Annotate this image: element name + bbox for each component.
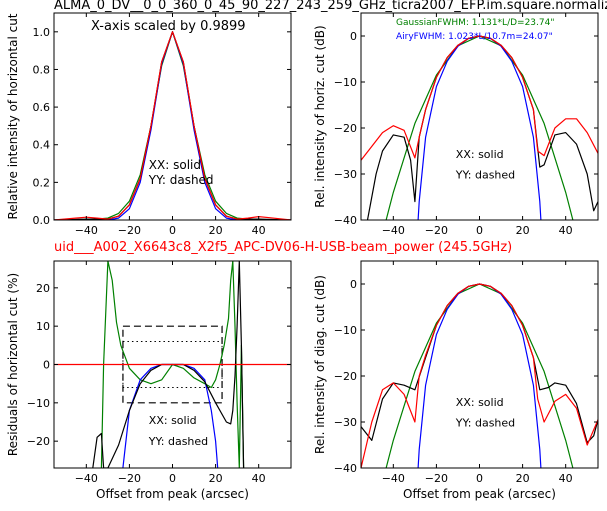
y-axis-label: Rel. intensity of diag. cut (dB) (313, 275, 327, 454)
figure-title-top: ALMA_0_DV__0_0_360_0_45_90_227_243_259_G… (54, 0, 607, 13)
legend-text: XX: solid (149, 158, 201, 172)
y-tick-label: −20 (334, 370, 357, 383)
y-tick-label: −10 (334, 76, 357, 89)
series-line-1 (417, 35, 542, 220)
y-tick-label: 0.2 (33, 176, 51, 189)
x-tick-label: 20 (516, 224, 530, 237)
y-tick-label: −10 (27, 397, 50, 410)
y-tick-label: 0 (350, 278, 357, 291)
legend-text: XX: solid (456, 148, 504, 161)
fit-label: GaussianFWHM: 1.131*L/D=23.74" (396, 18, 554, 28)
panel-top-right: −40 −20 0 20 40 0 −10 −20 −30 −40 Rel. intensity o… (313, 12, 599, 237)
y-tick-label: −30 (334, 416, 357, 429)
y-axis-label: Residuals of horizontal cut (%) (6, 273, 20, 456)
series-line-3 (361, 35, 598, 161)
x-tick-label: 0 (476, 224, 483, 237)
x-tick-label: −20 (425, 224, 448, 237)
series-line-0 (54, 31, 291, 220)
y-tick-label: 0.8 (33, 63, 51, 76)
x-tick-label: −40 (75, 472, 98, 485)
panel-bottom-left: −40 −20 0 20 40 20 10 0 −10 −20 Residuals of horiz… (6, 260, 292, 501)
series-line-0 (100, 261, 245, 468)
y-tick-label: 0 (350, 30, 357, 43)
x-tick-label: 20 (209, 472, 223, 485)
y-axis-label: Relative intensity of horizontal cut (6, 13, 20, 219)
x-tick-label: 40 (252, 472, 266, 485)
y-tick-label: −10 (334, 324, 357, 337)
y-tick-label: 0 (43, 359, 50, 372)
x-tick-label: 0 (476, 472, 483, 485)
y-tick-label: 20 (36, 282, 50, 295)
y-tick-label: 1.0 (33, 26, 51, 39)
x-axis-label: Offset from peak (arcsec) (96, 487, 249, 501)
x-tick-label: 20 (516, 472, 530, 485)
axes-frame (360, 260, 599, 469)
x-tick-label: −40 (382, 224, 405, 237)
series-line-3 (54, 31, 291, 220)
series-line-2 (366, 35, 598, 220)
plot-area-top-right (361, 35, 598, 220)
legend-text: XX: solid (149, 414, 197, 427)
series-line-2 (54, 31, 291, 220)
x-tick-label: 40 (559, 472, 573, 485)
x-tick-label: −40 (382, 472, 405, 485)
legend-text: XX: solid (456, 396, 504, 409)
x-tick-label: −20 (425, 472, 448, 485)
plot-area-top-left (54, 31, 291, 220)
y-tick-label: 0.0 (33, 214, 51, 227)
legend-text: YY: dashed (148, 173, 214, 187)
legend-text: YY: dashed (455, 417, 515, 430)
x-tick-label: 0 (169, 224, 176, 237)
panel-bottom-right: −40 −20 0 20 40 0 −10 −20 −30 −40 Rel. intensity o… (313, 260, 599, 501)
figure-title-middle: uid___A002_X6643c8_X2f5_APC-DV06-H-USB-b… (54, 240, 512, 255)
plot-area-bottom-right (361, 283, 598, 468)
x-tick-label: 40 (252, 224, 266, 237)
axes-frame (53, 12, 292, 221)
legend-text: YY: dashed (148, 435, 208, 448)
panels-group: −40 −20 0 20 40 0.0 0.2 0.4 0.6 0.8 1.0 Relative in… (6, 12, 599, 501)
fit-label: AiryFWHM: 1.023*L/10.7m=24.07" (396, 32, 553, 42)
x-tick-label: −20 (118, 472, 141, 485)
y-tick-label: −20 (334, 122, 357, 135)
x-tick-label: −20 (118, 224, 141, 237)
panel-top-left: −40 −20 0 20 40 0.0 0.2 0.4 0.6 0.8 1.0 Relative in… (6, 12, 292, 237)
y-tick-label: 0.6 (33, 101, 51, 114)
x-tick-label: 0 (169, 472, 176, 485)
legend-text: YY: dashed (455, 169, 515, 182)
series-line-1 (417, 283, 542, 468)
annotation-text: X-axis scaled by 0.9899 (91, 19, 246, 34)
y-tick-label: −40 (334, 214, 357, 227)
x-tick-label: −40 (75, 224, 98, 237)
x-tick-label: 40 (559, 224, 573, 237)
axes-frame (360, 12, 599, 221)
plot-area-bottom-left (54, 261, 291, 468)
y-tick-label: −40 (334, 462, 357, 475)
y-axis-label: Rel. intensity of horiz. cut (dB) (313, 25, 327, 207)
series-line-3 (361, 283, 598, 468)
y-tick-label: −30 (334, 168, 357, 181)
x-tick-label: 20 (209, 224, 223, 237)
y-tick-label: 0.4 (33, 139, 51, 152)
y-tick-label: 10 (36, 320, 50, 333)
x-axis-label: Offset from peak (arcsec) (403, 487, 556, 501)
y-tick-label: −20 (27, 435, 50, 448)
series-line-1 (54, 31, 291, 220)
